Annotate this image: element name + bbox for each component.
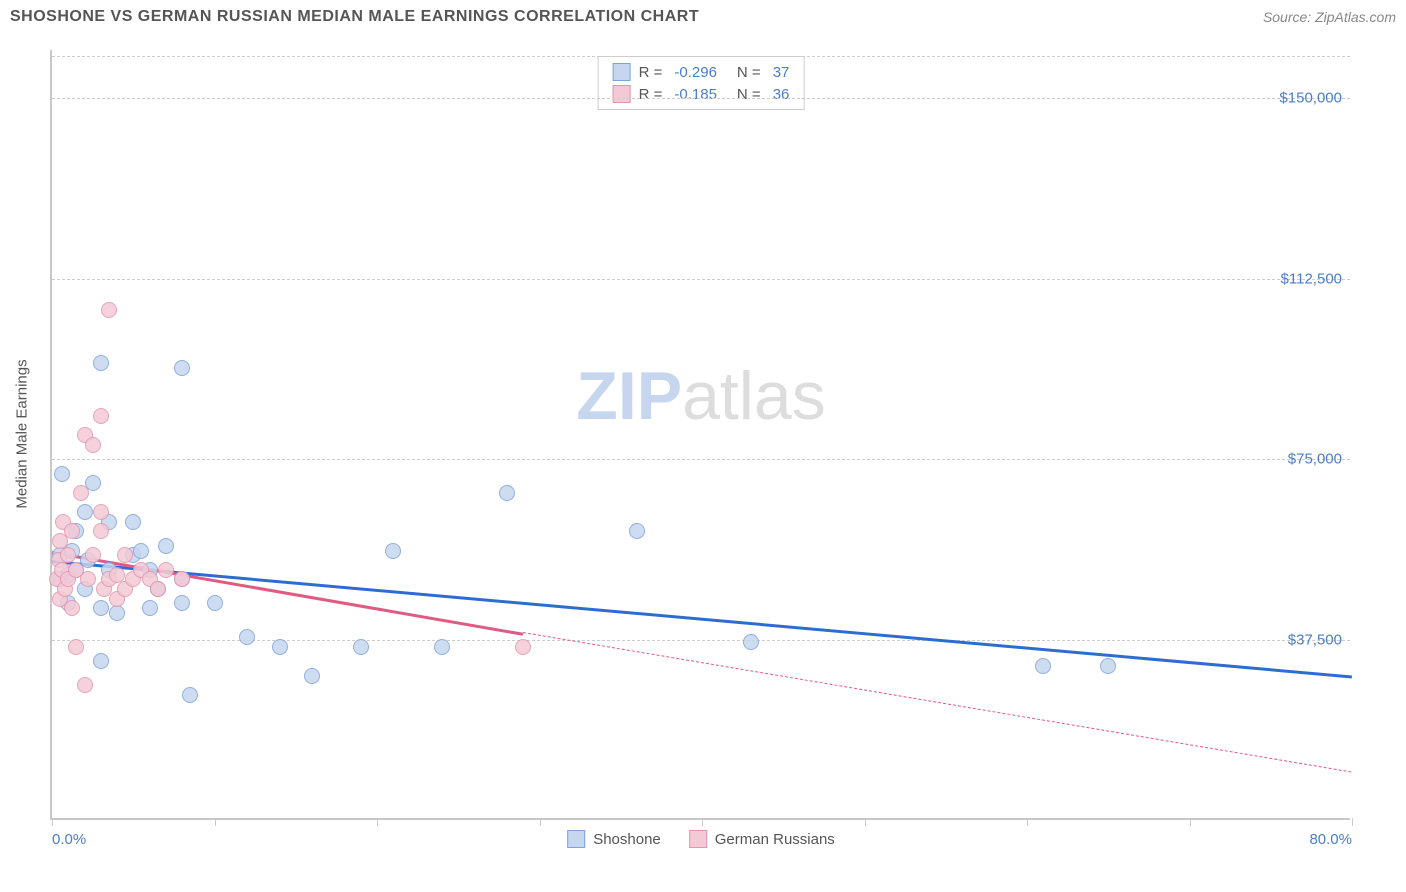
stat-n-value: 36 <box>773 86 790 103</box>
x-tick-label: 0.0% <box>52 831 86 848</box>
scatter-point <box>499 485 515 501</box>
stats-row: R = -0.185 N = 36 <box>613 83 790 105</box>
trend-line <box>523 632 1352 773</box>
scatter-point <box>174 595 190 611</box>
chart-title: SHOSHONE VS GERMAN RUSSIAN MEDIAN MALE E… <box>10 8 699 26</box>
y-tick-label: $75,000 <box>1288 451 1342 468</box>
scatter-point <box>73 485 89 501</box>
scatter-point <box>133 543 149 559</box>
scatter-point <box>150 581 166 597</box>
scatter-point <box>68 639 84 655</box>
scatter-point <box>629 523 645 539</box>
scatter-point <box>77 677 93 693</box>
legend-swatch <box>567 830 585 848</box>
gridline-h <box>52 459 1350 460</box>
scatter-point <box>1035 658 1051 674</box>
gridline-h <box>52 56 1350 57</box>
chart-plot-area: Median Male Earnings ZIPatlas R =-0.296N… <box>50 50 1350 820</box>
x-tick <box>1352 818 1353 826</box>
stat-n-label: N = <box>737 86 761 103</box>
scatter-point <box>85 547 101 563</box>
scatter-point <box>158 538 174 554</box>
stat-r-label: R = <box>639 86 663 103</box>
y-axis-label: Median Male Earnings <box>14 359 31 508</box>
scatter-point <box>515 639 531 655</box>
stat-r-value: -0.185 <box>674 86 717 103</box>
gridline-h <box>52 98 1350 99</box>
scatter-point <box>743 634 759 650</box>
stat-n-value: 37 <box>773 64 790 81</box>
scatter-point <box>434 639 450 655</box>
x-tick <box>702 818 703 826</box>
y-tick-label: $37,500 <box>1288 631 1342 648</box>
scatter-point <box>93 355 109 371</box>
scatter-point <box>85 437 101 453</box>
scatter-point <box>272 639 288 655</box>
legend-swatch <box>613 63 631 81</box>
scatter-point <box>174 360 190 376</box>
scatter-point <box>93 653 109 669</box>
x-tick <box>1027 818 1028 826</box>
scatter-point <box>80 571 96 587</box>
x-tick <box>377 818 378 826</box>
scatter-point <box>101 302 117 318</box>
stats-row: R = -0.296 N = 37 <box>613 61 790 83</box>
scatter-point <box>207 595 223 611</box>
scatter-point <box>93 600 109 616</box>
legend-label: Shoshone <box>593 831 661 848</box>
watermark-atlas: atlas <box>682 358 826 434</box>
scatter-point <box>77 504 93 520</box>
scatter-point <box>93 523 109 539</box>
x-tick-label: 80.0% <box>1309 831 1352 848</box>
stat-n-label: N = <box>737 64 761 81</box>
scatter-point <box>385 543 401 559</box>
scatter-point <box>64 523 80 539</box>
legend-swatch <box>689 830 707 848</box>
y-tick-label: $112,500 <box>1281 270 1342 287</box>
stats-box: R = -0.296 N = 37 R = -0.185 N = 36 <box>598 56 805 110</box>
legend-item: Shoshone <box>567 830 661 848</box>
scatter-point <box>109 605 125 621</box>
scatter-point <box>1100 658 1116 674</box>
x-tick <box>52 818 53 826</box>
legend-label: German Russians <box>715 831 835 848</box>
scatter-point <box>117 547 133 563</box>
scatter-point <box>93 504 109 520</box>
legend-swatch <box>613 85 631 103</box>
legend: Shoshone German Russians <box>567 830 835 848</box>
gridline-h <box>52 279 1350 280</box>
scatter-point <box>182 687 198 703</box>
legend-item: German Russians <box>689 830 835 848</box>
chart-source: Source: ZipAtlas.com <box>1263 9 1396 25</box>
trend-line <box>52 560 1352 678</box>
scatter-point <box>353 639 369 655</box>
scatter-point <box>304 668 320 684</box>
stat-r-label: R = <box>639 64 663 81</box>
y-tick-label: $150,000 <box>1279 90 1342 107</box>
scatter-point <box>93 408 109 424</box>
scatter-point <box>54 466 70 482</box>
scatter-point <box>239 629 255 645</box>
watermark-zip: ZIP <box>576 358 682 434</box>
x-tick <box>540 818 541 826</box>
stat-r-value: -0.296 <box>674 64 717 81</box>
x-tick <box>1190 818 1191 826</box>
scatter-point <box>174 571 190 587</box>
scatter-point <box>125 514 141 530</box>
scatter-point <box>158 562 174 578</box>
scatter-point <box>142 600 158 616</box>
watermark: ZIPatlas <box>576 357 825 435</box>
scatter-point <box>64 600 80 616</box>
x-tick <box>215 818 216 826</box>
x-tick <box>865 818 866 826</box>
